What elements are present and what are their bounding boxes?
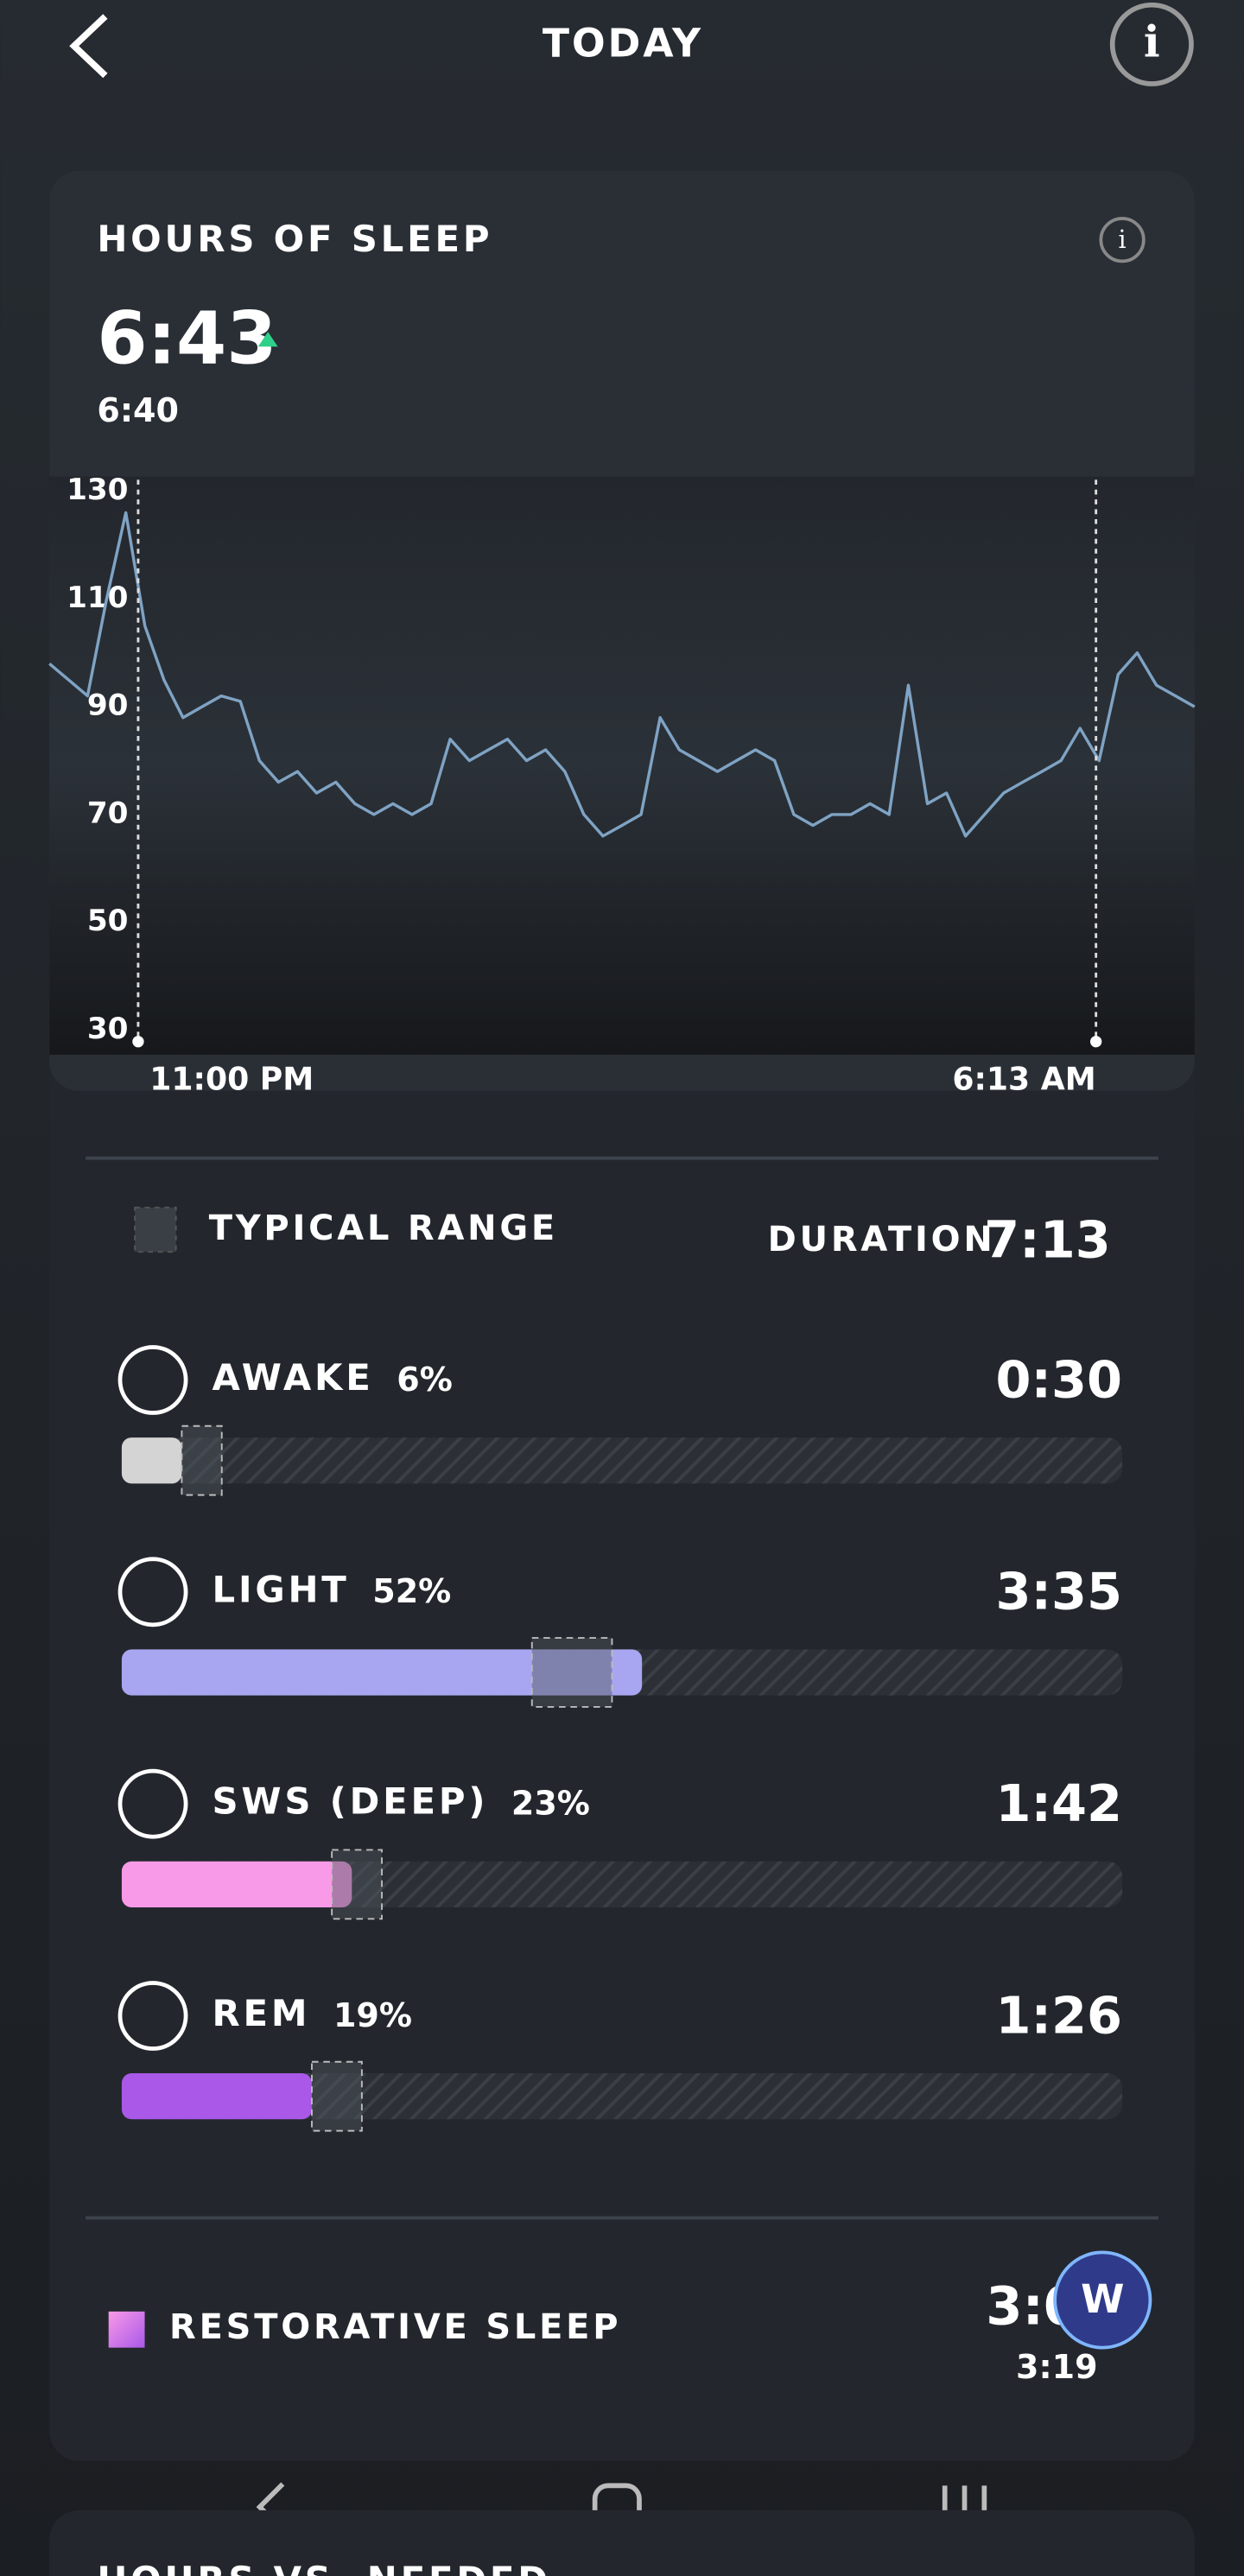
x-label: 6:13 AM: [952, 1060, 1095, 1097]
svg-text:i: i: [1144, 17, 1160, 67]
restorative-previous: 3:19: [1016, 2348, 1098, 2386]
typical-range: [530, 1637, 613, 1708]
stage-bar: [121, 1649, 643, 1696]
info-button[interactable]: i: [1109, 2, 1194, 86]
stage-toggle[interactable]: [117, 1981, 188, 2051]
svg-text:i: i: [1119, 225, 1127, 254]
x-label: 11:00 PM: [149, 1060, 314, 1097]
stage-time: 1:42: [995, 1773, 1122, 1833]
back-button[interactable]: [69, 14, 108, 79]
stage-percent: 19%: [333, 1996, 412, 2034]
duration-label: DURATION: [768, 1220, 996, 1259]
stage-track: [121, 1861, 1123, 1907]
stage-bar: [121, 1437, 182, 1484]
stage-bar: [121, 2073, 312, 2120]
y-tick-label: 90: [87, 688, 129, 723]
y-tick-label: 130: [67, 473, 128, 507]
stage-percent: 52%: [372, 1572, 451, 1610]
stage-track: [121, 1437, 1123, 1484]
stage-percent: 6%: [397, 1361, 453, 1399]
stage-name: AWAKE: [213, 1356, 374, 1399]
typical-range: [311, 2060, 363, 2132]
next-card-title: HOURS VS. NEEDED: [97, 2559, 550, 2576]
typical-label: TYPICAL RANGE: [209, 1209, 558, 1248]
stage-bar: [121, 1861, 352, 1907]
header-title: TODAY: [543, 21, 703, 67]
stage-name: SWS (DEEP): [213, 1780, 489, 1823]
sleep-marker-dot: [132, 1036, 144, 1048]
previous-value: 6:40: [97, 391, 179, 429]
typical-range: [181, 1424, 223, 1496]
y-tick-label: 110: [67, 581, 128, 615]
typical-icon: [134, 1206, 177, 1253]
restorative-icon: [108, 2311, 145, 2348]
trend-up: [257, 332, 278, 347]
card-info[interactable]: i: [1099, 217, 1146, 263]
stage-time: 3:35: [995, 1562, 1122, 1621]
stage-time: 1:26: [995, 1985, 1122, 2045]
stage-toggle[interactable]: [117, 1768, 188, 1839]
stage-toggle[interactable]: [117, 1345, 188, 1415]
stage-name: REM: [213, 1992, 311, 2034]
sleep-marker-dot: [1090, 1036, 1102, 1048]
stage-toggle[interactable]: [117, 1557, 188, 1627]
heart-rate-line: [48, 511, 1196, 838]
restorative-label: RESTORATIVE SLEEP: [169, 2307, 621, 2347]
chart-area: [49, 476, 1195, 1055]
svg-text:W: W: [1081, 2276, 1124, 2322]
sleep-value: 6:43: [97, 295, 276, 380]
card-title: HOURS OF SLEEP: [97, 218, 492, 260]
y-tick-label: 30: [87, 1012, 129, 1046]
whoop-button[interactable]: W: [1053, 2250, 1152, 2350]
stage-percent: 23%: [511, 1785, 590, 1823]
y-tick-label: 70: [87, 796, 129, 830]
stage-name: LIGHT: [213, 1568, 350, 1610]
next-card: [49, 2509, 1195, 2576]
stage-track: [121, 2073, 1123, 2120]
duration-value: 7:13: [984, 1210, 1111, 1270]
typical-range: [331, 1849, 383, 1920]
y-tick-label: 50: [87, 904, 129, 938]
stage-time: 0:30: [995, 1349, 1122, 1409]
